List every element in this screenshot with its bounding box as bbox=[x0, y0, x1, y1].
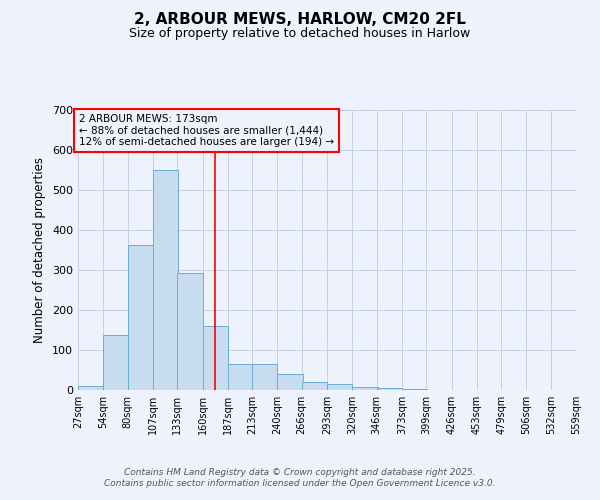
Bar bbox=[352, 387, 377, 390]
Text: 2, ARBOUR MEWS, HARLOW, CM20 2FL: 2, ARBOUR MEWS, HARLOW, CM20 2FL bbox=[134, 12, 466, 28]
Text: Contains HM Land Registry data © Crown copyright and database right 2025.
Contai: Contains HM Land Registry data © Crown c… bbox=[104, 468, 496, 487]
Bar bbox=[177, 273, 203, 390]
Bar bbox=[228, 364, 253, 390]
Bar bbox=[252, 364, 277, 390]
Bar bbox=[203, 326, 228, 390]
Bar bbox=[377, 388, 402, 390]
Y-axis label: Number of detached properties: Number of detached properties bbox=[34, 157, 46, 343]
Bar bbox=[128, 245, 153, 390]
Bar bbox=[78, 386, 103, 390]
Bar bbox=[103, 335, 128, 390]
Bar bbox=[402, 389, 427, 390]
Bar bbox=[302, 382, 327, 390]
Bar bbox=[327, 384, 352, 390]
Text: 2 ARBOUR MEWS: 173sqm
← 88% of detached houses are smaller (1,444)
12% of semi-d: 2 ARBOUR MEWS: 173sqm ← 88% of detached … bbox=[79, 114, 334, 147]
Bar bbox=[153, 170, 178, 390]
Text: Size of property relative to detached houses in Harlow: Size of property relative to detached ho… bbox=[130, 28, 470, 40]
Bar bbox=[277, 374, 302, 390]
